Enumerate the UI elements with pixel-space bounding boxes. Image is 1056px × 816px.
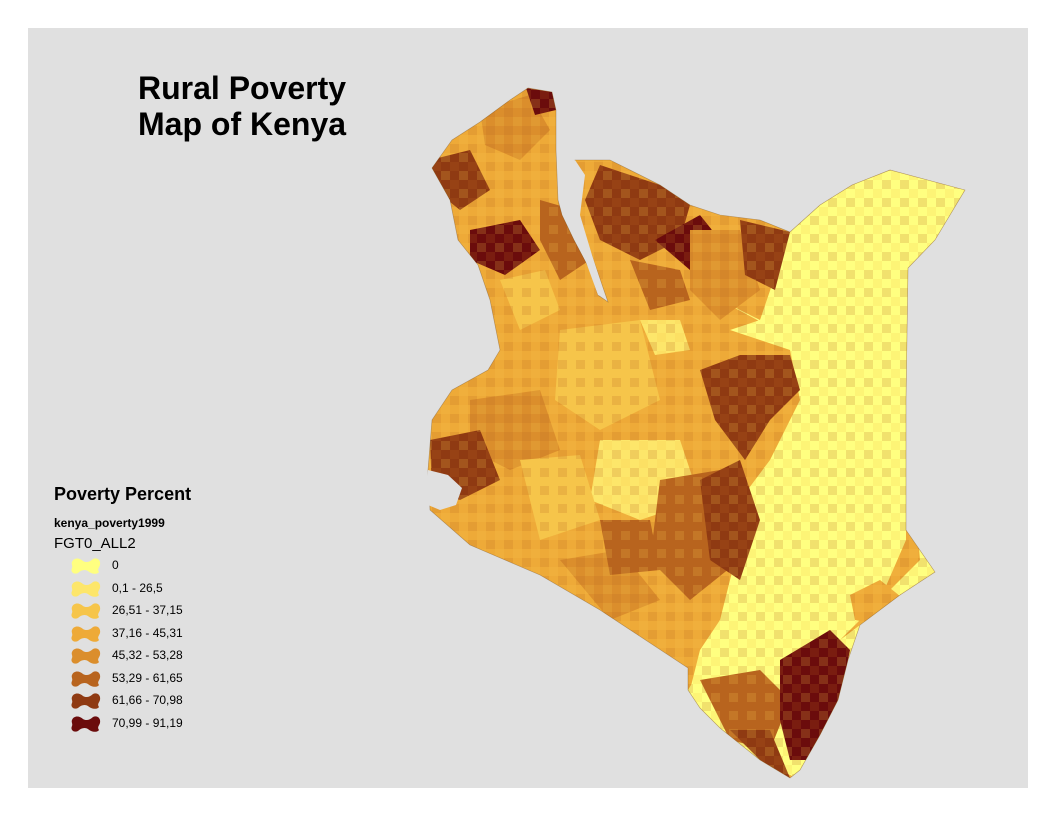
legend-item: 0	[54, 555, 294, 578]
legend-layer-name: kenya_poverty1999	[54, 516, 165, 530]
legend-swatch	[71, 648, 101, 664]
legend-label: 37,16 - 45,31	[112, 625, 183, 640]
legend-item: 37,16 - 45,31	[54, 623, 294, 646]
kenya-regions	[428, 88, 965, 778]
lake-turkana	[560, 160, 606, 298]
map-title: Rural Poverty Map of Kenya	[138, 70, 346, 142]
legend-title: Poverty Percent	[54, 484, 192, 504]
legend-label: 70,99 - 91,19	[112, 715, 183, 730]
legend-swatch	[71, 670, 101, 687]
legend-label: 53,29 - 61,65	[112, 670, 183, 685]
legend-swatch	[71, 580, 101, 597]
legend-swatch	[71, 715, 101, 732]
legend-field-name: FGT0_ALL2	[54, 535, 136, 552]
legend-label: 26,51 - 37,15	[112, 603, 183, 617]
legend-swatch	[71, 693, 101, 709]
legend-item: 53,29 - 61,65	[54, 668, 294, 691]
legend-label: 0,1 - 26,5	[112, 580, 163, 595]
legend-item: 26,51 - 37,15	[54, 600, 294, 623]
legend-label: 61,66 - 70,98	[112, 693, 183, 707]
legend-label: 45,32 - 53,28	[112, 648, 183, 662]
legend-swatch	[71, 625, 101, 642]
legend-item: 0,1 - 26,5	[54, 578, 294, 601]
legend-item: 70,99 - 91,19	[54, 713, 294, 736]
legend-swatch	[71, 558, 101, 574]
legend-item: 61,66 - 70,98	[54, 690, 294, 713]
legend: Poverty Percent kenya_poverty1999 FGT0_A…	[54, 484, 294, 735]
legend-items: 0 0,1 - 26,5 26,51 - 37,15 37,16 - 45,31 45,…	[54, 555, 294, 735]
title-line-1: Rural Poverty	[138, 70, 347, 106]
lake-victoria	[428, 470, 462, 510]
legend-swatch	[71, 603, 101, 619]
legend-label: 0	[112, 558, 119, 572]
title-line-2: Map of Kenya	[138, 106, 347, 142]
legend-item: 45,32 - 53,28	[54, 645, 294, 668]
